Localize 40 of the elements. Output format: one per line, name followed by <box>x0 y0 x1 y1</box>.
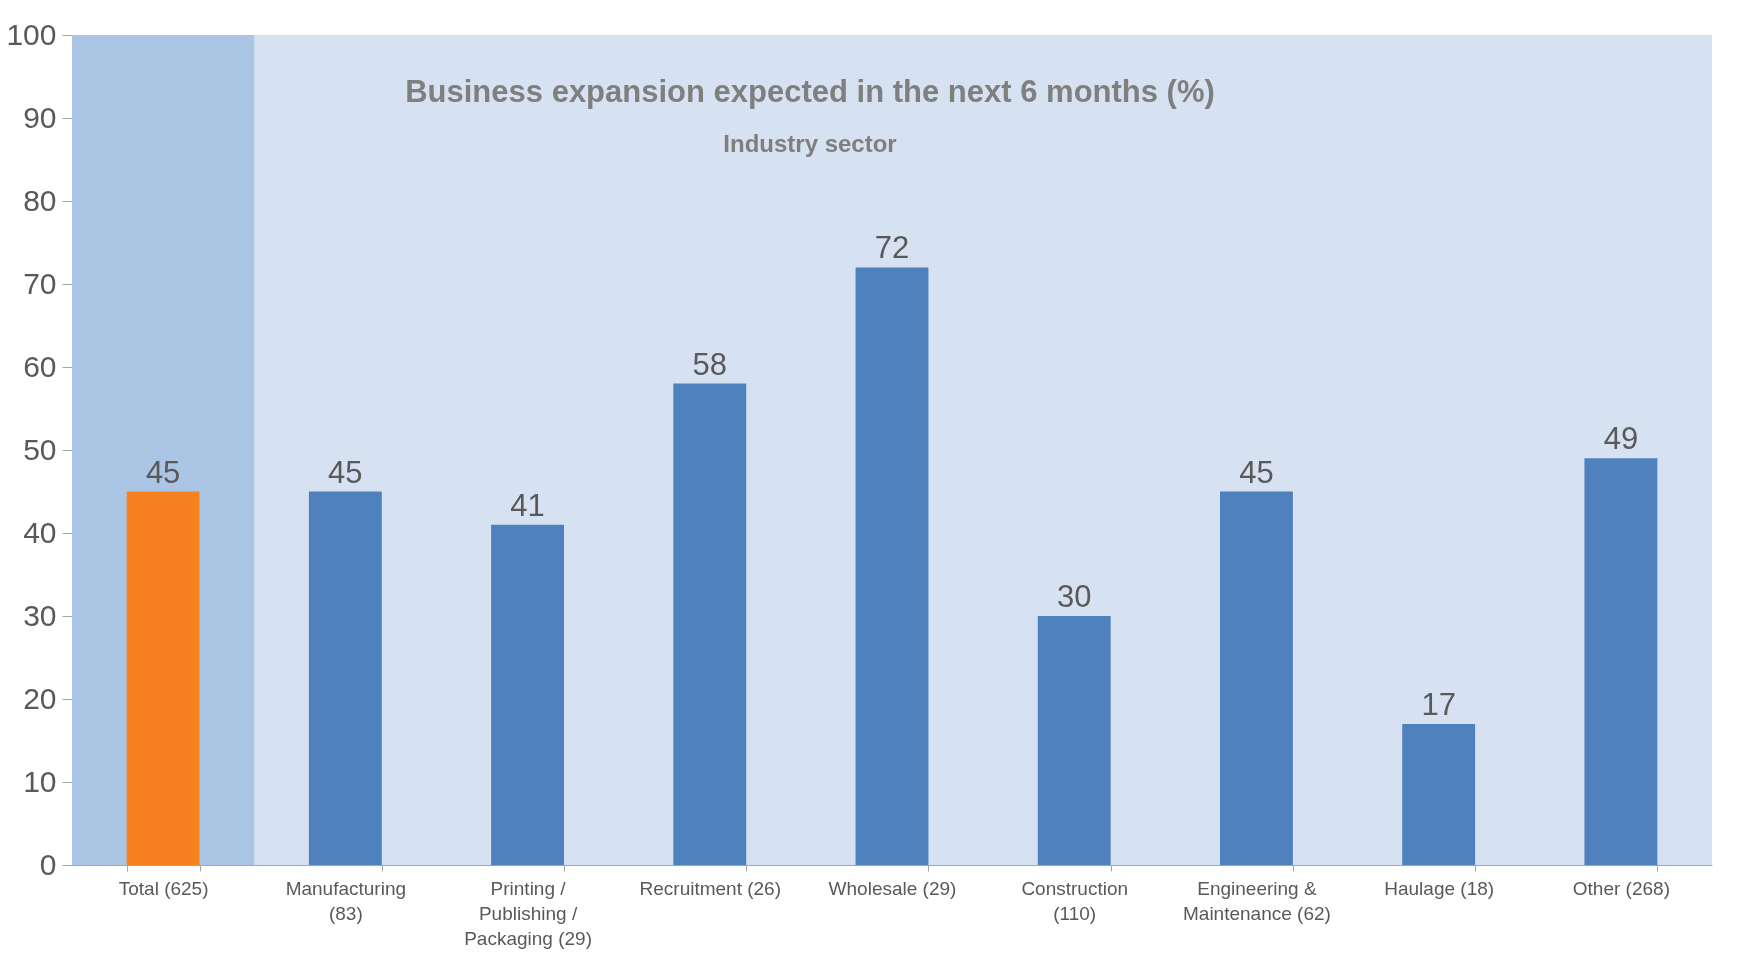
data-label: 45 <box>145 454 181 490</box>
data-label: 72 <box>874 230 910 266</box>
bar <box>855 267 929 865</box>
data-label: 30 <box>1056 579 1092 614</box>
x-tick-label: Wholesale (29) <box>828 877 957 899</box>
bar <box>1584 458 1658 865</box>
text: Business expansion expected in the next 6 months (%) <box>405 74 1215 109</box>
y-tick-label: 80 <box>23 183 57 217</box>
data-label: 45 <box>1239 454 1274 490</box>
bar <box>491 524 564 865</box>
x-tick-label: Manufacturing (83) <box>285 877 407 924</box>
data-label: 41 <box>510 487 545 523</box>
y-tick-label: 100 <box>6 17 57 51</box>
data-label: 45 <box>328 454 363 490</box>
x-tick-label: Construction (110) <box>1021 877 1129 924</box>
x-tick-label: Total (625) <box>118 877 209 899</box>
bar <box>1037 616 1111 865</box>
y-tick-label: 40 <box>23 515 57 549</box>
bar <box>1220 491 1293 865</box>
y-tick-label: 20 <box>23 681 57 715</box>
bar <box>308 491 382 865</box>
x-tick-label: Engineering & Maintenance (62) <box>1183 877 1331 924</box>
y-tick-label: 10 <box>23 764 57 798</box>
x-tick-label: Recruitment (26) <box>639 877 782 899</box>
text: Industry sector <box>723 130 897 157</box>
bar <box>673 383 747 865</box>
y-tick-label: 70 <box>23 266 57 300</box>
x-tick-label: Haulage (18) <box>1384 877 1495 899</box>
y-tick-label: 50 <box>23 432 57 466</box>
x-tick-label: Other (268) <box>1572 877 1670 899</box>
y-tick-label: 30 <box>23 598 57 632</box>
bar <box>126 491 200 865</box>
x-tick-label: Printing / Publishing / Packaging (29) <box>464 877 592 949</box>
y-tick-label: 0 <box>39 847 57 881</box>
y-tick-label: 60 <box>23 349 57 383</box>
data-label: 58 <box>692 346 728 382</box>
data-label: 49 <box>1603 421 1639 457</box>
bar <box>1402 723 1476 865</box>
data-label: 17 <box>1421 686 1456 722</box>
y-tick-label: 90 <box>23 100 57 134</box>
